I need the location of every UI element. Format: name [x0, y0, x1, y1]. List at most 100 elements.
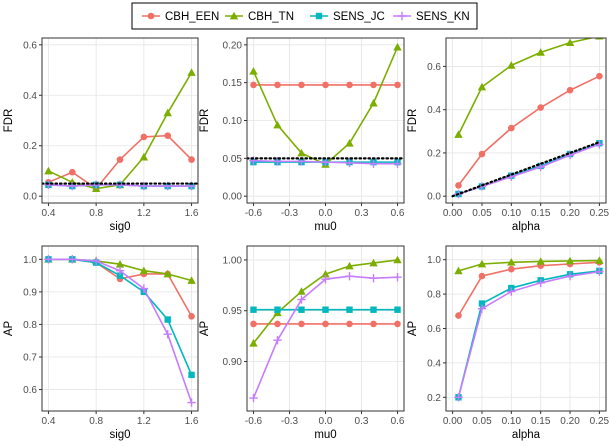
data-point [298, 306, 305, 313]
legend-entry-sens-jc: SENS_JC [310, 11, 385, 23]
grid [42, 38, 198, 203]
plot-area [249, 255, 402, 403]
data-point [188, 312, 195, 320]
x-tick-label: 0.25 [590, 416, 609, 427]
plot-area [454, 256, 604, 402]
data-point [274, 306, 281, 313]
x-tick-label: 0.0 [319, 208, 333, 219]
legend-marker-square [315, 12, 323, 20]
panel-fdr-mu0: -0.6 -0.3 0.0 0.3 0.6 mu0 0.00 0.05 0.10 0.15 0.20… [199, 37, 405, 233]
y-axis-label: AP [407, 321, 419, 337]
data-point [507, 258, 516, 266]
x-axis: 0.4 0.8 1.2 1.6 sig0 [41, 411, 199, 441]
x-tick-label: 0.4 [41, 208, 55, 219]
x-tick-label: -0.3 [281, 208, 299, 219]
data-point [565, 38, 575, 47]
legend-marker-plus [397, 11, 407, 21]
x-tick-label: 0.0 [319, 416, 333, 427]
data-point [345, 139, 354, 147]
data-point [187, 68, 196, 76]
y-tick-label: 0.8 [427, 290, 441, 301]
data-point [163, 329, 172, 339]
x-tick-label: 0.05 [472, 208, 492, 219]
y-tick-label: 0.2 [427, 393, 441, 404]
x-axis-label: alpha [512, 429, 541, 441]
data-point [321, 275, 330, 284]
data-point [250, 81, 257, 89]
x-tick-label: 0.3 [355, 416, 369, 427]
data-point [322, 306, 329, 313]
x-tick-label: 0.10 [502, 416, 522, 427]
data-point [297, 295, 306, 304]
y-tick-label: 1.00 [223, 255, 243, 266]
data-point [187, 276, 196, 284]
y-tick-label: 0.05 [223, 154, 243, 165]
y-axis: 0.0 0.2 0.4 0.6 FDR [3, 40, 42, 203]
y-tick-label: 0.0 [23, 192, 37, 203]
data-point [139, 152, 149, 161]
series-line [458, 259, 600, 272]
data-point [455, 182, 462, 189]
data-point [68, 255, 77, 264]
data-point [478, 150, 486, 158]
data-point [322, 320, 329, 328]
data-point [477, 82, 487, 91]
x-tick-label: -0.3 [281, 416, 299, 427]
data-point [346, 306, 353, 313]
data-point [508, 124, 515, 132]
data-point [249, 339, 258, 347]
data-point [393, 42, 402, 51]
data-point [345, 271, 354, 281]
legend-label: CBH_EEN [165, 11, 219, 23]
x-axis: -0.6 -0.3 0.0 0.3 0.6 mu0 [245, 203, 405, 233]
x-tick-label: 0.8 [89, 208, 103, 219]
data-point [250, 320, 257, 328]
data-point [44, 255, 53, 264]
series-sens-jc [250, 306, 401, 313]
panel-fdr-sig0: 0.4 0.8 1.2 1.6 sig0 0.0 0.2 0.4 0.6 FDR [3, 37, 199, 233]
data-point [478, 300, 486, 307]
x-tick-label: 1.2 [137, 208, 151, 219]
x-axis-label: alpha [512, 221, 541, 233]
y-axis: 0.6 0.7 0.8 0.9 1.0 AP [3, 255, 42, 396]
x-tick-label: -0.6 [245, 416, 263, 427]
y-tick-label: 0.6 [427, 62, 441, 73]
y-tick-label: 0.2 [23, 141, 37, 152]
x-axis: 0.4 0.8 1.2 1.6 sig0 [41, 203, 199, 233]
panel-border [41, 37, 199, 204]
series-cbh-een [250, 320, 401, 328]
grid [42, 246, 198, 411]
series-line [457, 270, 600, 398]
reference-line [451, 141, 601, 198]
data-point [164, 316, 171, 323]
series-line [457, 261, 600, 317]
panel-fdr-alpha: 0.00 0.05 0.10 0.15 0.20 0.25alpha0.00.20.40.… [407, 37, 609, 233]
series-sens-kn [249, 271, 402, 403]
panel-background [42, 38, 198, 203]
data-point [478, 272, 486, 280]
x-tick-label: 0.4 [41, 416, 55, 427]
legend-entry-cbh-tn: CBH_TN [225, 11, 294, 23]
grid [446, 246, 606, 411]
data-point [140, 133, 148, 141]
y-tick-label: 0.4 [23, 91, 37, 102]
series-cbh-een [455, 72, 603, 189]
data-point [163, 269, 172, 278]
legend-marker-triangle [229, 11, 239, 20]
legend-entry-cbh-een: CBH_EEN [142, 11, 219, 23]
series-sens-kn [44, 255, 196, 407]
x-tick-label: 1.6 [185, 416, 199, 427]
panels: 0.4 0.8 1.2 1.6 sig0 0.0 0.2 0.4 0.6 FDR -0.6 -0.3 0… [3, 37, 609, 441]
series-sens-kn [454, 267, 604, 402]
y-tick-label: 1.0 [427, 255, 441, 266]
data-point [44, 166, 53, 175]
plot-area [42, 68, 198, 192]
y-tick-label: 0.10 [223, 116, 243, 127]
y-tick-label: 0.6 [23, 385, 37, 396]
data-point [249, 67, 258, 75]
y-tick-label: 0.7 [23, 352, 37, 363]
data-point [394, 320, 401, 328]
data-point [274, 320, 281, 328]
data-point [507, 61, 516, 69]
legend-label: CBH_TN [248, 11, 294, 23]
